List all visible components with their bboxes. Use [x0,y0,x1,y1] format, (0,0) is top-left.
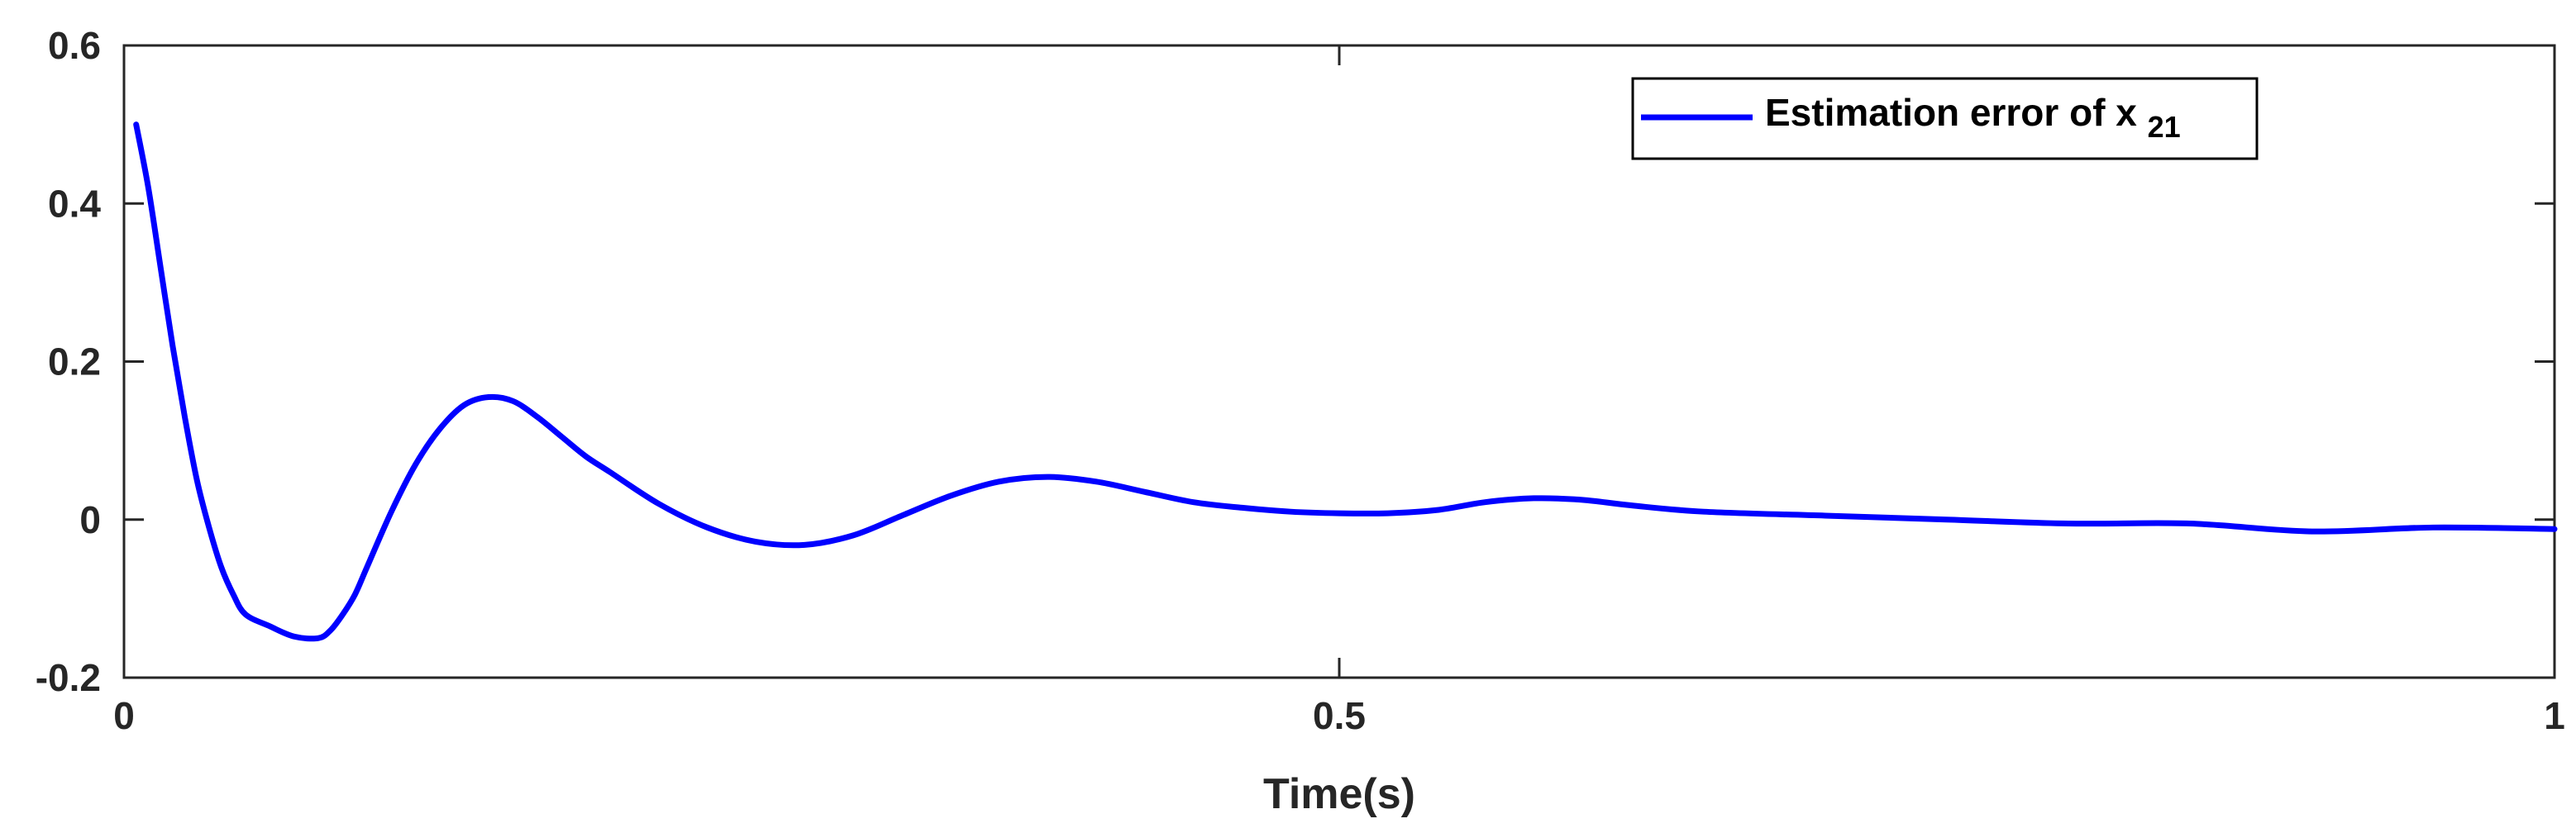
y-tick-label: 0.4 [48,182,101,225]
y-tick-label: -0.2 [36,656,101,699]
x-tick-labels: 0 0.5 1 [113,694,2565,737]
x-tick-label: 0.5 [1313,694,1366,737]
y-tick-label: 0.2 [48,340,101,383]
legend-entry: Estimation error of x 21 [1765,91,2181,144]
legend-label: Estimation error of x [1765,91,2137,134]
y-tick-label: 0 [79,498,101,541]
x-tick-label: 1 [2544,694,2565,737]
y-tick-label: 0.6 [48,24,101,67]
axis-ticks [122,44,2556,679]
legend: Estimation error of x 21 [1631,77,2259,160]
series-line-estimation-error-x21 [133,121,2558,642]
legend-label-subscript: 21 [2148,110,2181,144]
y-tick-labels: -0.2 0 0.2 0.4 0.6 [36,24,102,699]
x-axis-title: Time(s) [1263,770,1415,818]
x-tick-label: 0 [113,694,135,737]
